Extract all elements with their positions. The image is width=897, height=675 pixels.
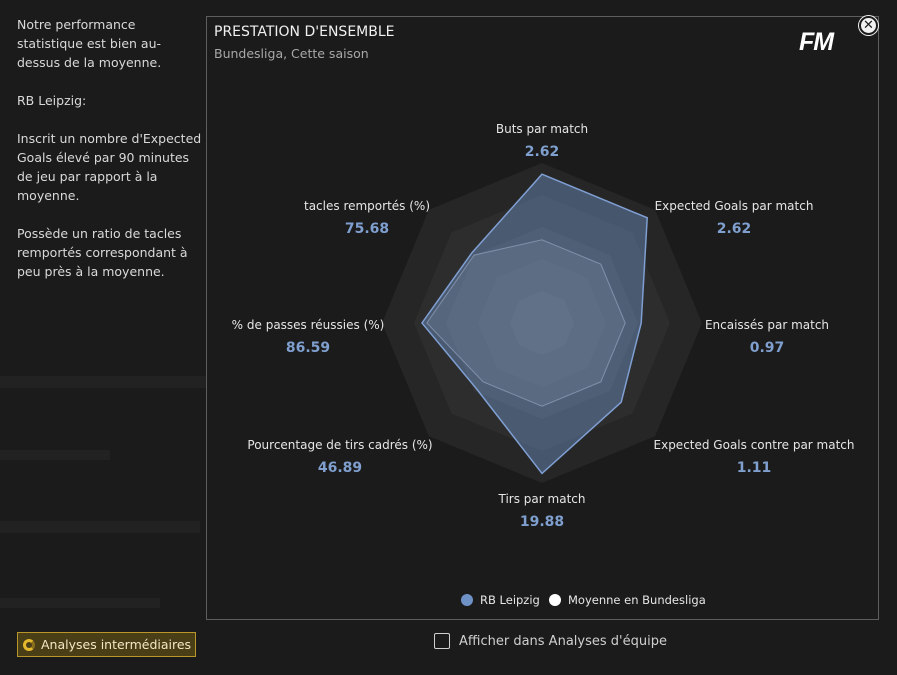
show-in-team-analyses-toggle[interactable]: Afficher dans Analyses d'équipe (434, 633, 667, 649)
legend-average-dot (549, 594, 561, 606)
series-rb-leipzig (421, 173, 648, 475)
background-text (0, 521, 200, 533)
summary-point-1: Inscrit un nombre d'Expected Goals élevé… (17, 131, 202, 203)
panel-title: PRESTATION D'ENSEMBLE (214, 24, 395, 40)
axis-label: tacles remportés (%) (304, 199, 430, 213)
legend-team-dot (461, 594, 473, 606)
axis-value: 1.11 (736, 460, 772, 476)
axis-value: 46.89 (317, 460, 363, 476)
axis-label: Buts par match (495, 122, 589, 136)
summary-point-2: Possède un ratio de tacles remportés cor… (17, 226, 188, 279)
axis-label: Pourcentage de tirs cadrés (%) (247, 438, 433, 452)
show-in-team-analyses-checkbox[interactable] (434, 633, 450, 649)
axis-value: 86.59 (285, 340, 331, 356)
legend-team-label: RB Leipzig (480, 593, 540, 607)
axis-label: Encaissés par match (704, 318, 830, 332)
intermediate-analyses-label: Analyses intermédiaires (41, 637, 192, 652)
radar-ring (510, 291, 574, 355)
close-icon[interactable]: ✕ (859, 16, 878, 35)
background-text (0, 598, 160, 608)
axis-label: Tirs par match (498, 492, 586, 506)
intermediate-analyses-button[interactable]: Analyses intermédiaires (17, 632, 196, 657)
loading-spinner-icon (23, 638, 35, 651)
series-bundesliga-average (426, 239, 626, 407)
fm-logo: FM (799, 28, 834, 56)
axis-value: 2.62 (524, 144, 560, 160)
analysis-summary: Notre performance statistique est bien a… (17, 15, 202, 300)
background-text (0, 450, 110, 460)
axis-value: 75.68 (344, 221, 390, 237)
legend-average: Moyenne en Bundesliga (549, 593, 706, 607)
axis-label: % de passes réussies (%) (231, 318, 385, 332)
legend-team: RB Leipzig (461, 593, 540, 607)
panel-subtitle: Bundesliga, Cette saison (214, 46, 369, 61)
legend-average-label: Moyenne en Bundesliga (568, 593, 706, 607)
summary-team: RB Leipzig: (17, 93, 87, 108)
axis-label: Expected Goals contre par match (653, 438, 855, 452)
background-text (0, 376, 220, 388)
axis-value: 19.88 (519, 514, 565, 530)
axis-value: 2.62 (716, 221, 752, 237)
axis-label: Expected Goals par match (654, 199, 814, 213)
axis-value: 0.97 (749, 340, 785, 356)
show-in-team-analyses-label: Afficher dans Analyses d'équipe (459, 633, 667, 649)
summary-intro: Notre performance statistique est bien a… (17, 17, 162, 70)
